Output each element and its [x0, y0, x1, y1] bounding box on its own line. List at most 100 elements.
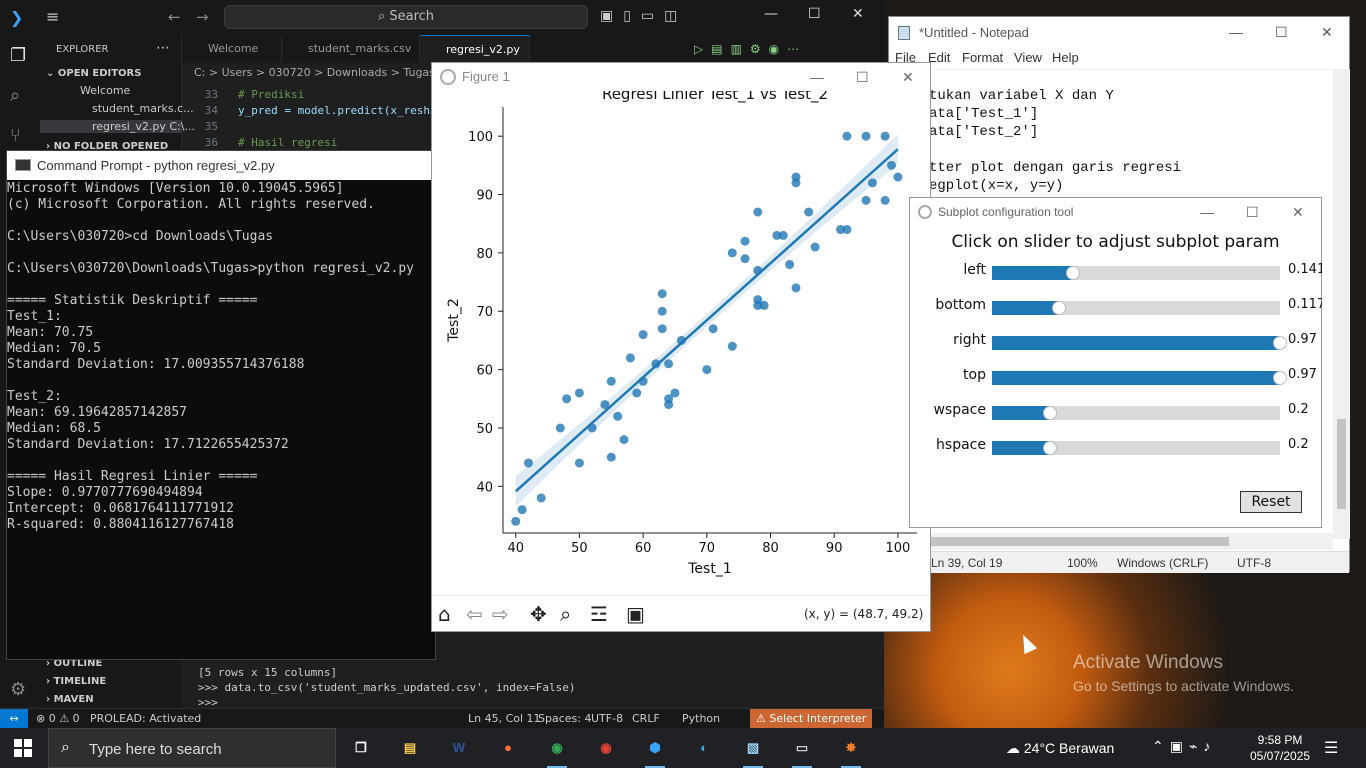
menu-icon[interactable]: ≡	[46, 7, 60, 26]
notepad-icon[interactable]: ▧	[740, 736, 766, 768]
end-of-line[interactable]: CRLF	[632, 712, 660, 725]
taskbar-search-box[interactable]: ⌕ Type here to search	[48, 728, 336, 768]
prolead-status[interactable]: PROLEAD: Activated	[90, 712, 202, 725]
data-point	[727, 341, 737, 351]
notepad-horizontal-scrollbar[interactable]	[889, 533, 1333, 550]
task-view-icon[interactable]: ❐	[355, 740, 367, 755]
slider-handle[interactable]	[1052, 301, 1067, 315]
maximize-button[interactable]: ☐	[808, 6, 821, 22]
scroll-thumb[interactable]	[929, 537, 1229, 546]
clock[interactable]: 9:58 PM 05/07/2025	[1250, 732, 1310, 764]
tab-welcome[interactable]: Welcome	[182, 35, 282, 63]
open-file-student-marks[interactable]: student_marks.c...	[92, 102, 194, 115]
menu-format[interactable]: Format	[962, 50, 1004, 65]
command-search-input[interactable]: ⌕ Search	[224, 5, 588, 29]
configure-icon[interactable]: ☲	[590, 602, 608, 626]
wspace-slider[interactable]	[992, 406, 1280, 420]
code-editor[interactable]: 33 # Prediksi 34 y_pred = model.predict(x_…	[182, 86, 442, 150]
right-slider[interactable]	[992, 336, 1287, 350]
notification-icon[interactable]: ☰	[1324, 740, 1339, 757]
cmd-output[interactable]: Microsoft Windows [Version 10.0.19045.59…	[7, 181, 437, 533]
notepad-maximize-button[interactable]: ☐	[1275, 24, 1288, 40]
word-icon[interactable]: W	[452, 740, 466, 755]
menu-file[interactable]: File	[895, 50, 916, 65]
chrome-icon[interactable]: ◉	[544, 736, 570, 768]
open-editors-section[interactable]: ⌄ OPEN EDITORS	[46, 68, 142, 79]
breadcrumb[interactable]: C: > Users > 030720 > Downloads > Tugas …	[194, 66, 460, 79]
open-file-welcome[interactable]: Welcome	[80, 84, 131, 97]
subplot-close-button[interactable]: ✕	[1292, 204, 1304, 220]
notepad-close-button[interactable]: ✕	[1321, 24, 1333, 40]
firefox-icon[interactable]: ●	[504, 740, 512, 755]
command-prompt-icon[interactable]: ▭	[789, 736, 815, 768]
cmd-titlebar[interactable]: Command Prompt - python regresi_v2.py	[7, 151, 435, 180]
scatter-chart[interactable]: Regresi Linier Test_1 vs Test_2 40 50 60 70 8…	[432, 91, 930, 594]
slider-handle[interactable]	[1042, 406, 1057, 420]
remote-icon[interactable]: ↔	[0, 709, 28, 729]
slider-handle[interactable]	[1273, 371, 1287, 385]
outline-panel[interactable]: › OUTLINE	[46, 658, 103, 669]
forward-arrow-icon[interactable]: →	[196, 8, 209, 26]
maven-panel[interactable]: › MAVEN	[46, 694, 94, 705]
select-interpreter-button[interactable]: ⚠ Select Interpreter	[750, 709, 873, 729]
home-icon[interactable]: ⌂	[438, 602, 451, 626]
pan-icon[interactable]: ✥	[530, 602, 547, 626]
integrated-terminal[interactable]: [5 rows x 15 columns] >>> data.to_csv('s…	[182, 662, 884, 709]
hspace-slider[interactable]	[992, 441, 1280, 455]
notepad-text-area[interactable]: tukan variabel X dan Y ata['Test_1'] ata…	[889, 69, 1333, 539]
weather-widget[interactable]: ☁ 24°C Berawan	[1006, 740, 1115, 756]
figure-close-button[interactable]: ✕	[902, 69, 914, 85]
source-control-icon[interactable]: ⑂	[10, 125, 21, 146]
figure-maximize-button[interactable]: ☐	[856, 69, 869, 85]
vscode-icon[interactable]: ⬢	[642, 736, 668, 768]
close-button[interactable]: ✕	[852, 6, 864, 22]
notepad-minimize-button[interactable]: —	[1229, 24, 1243, 40]
run-toolbar-icons[interactable]: ▷▤▥⚙◉⋯	[694, 42, 808, 56]
menu-view[interactable]: View	[1014, 50, 1042, 65]
save-icon[interactable]: ▣	[626, 602, 645, 626]
forward-icon[interactable]: ⇨	[492, 602, 509, 626]
files-icon[interactable]: ❐	[10, 45, 27, 66]
figure-titlebar[interactable]: Figure 1 — ☐ ✕	[432, 63, 930, 91]
zoom-icon[interactable]: ⌕	[560, 602, 572, 626]
minimize-button[interactable]: —	[764, 6, 778, 22]
slider-handle[interactable]	[1066, 266, 1081, 280]
subplot-minimize-button[interactable]: —	[1200, 204, 1214, 220]
indent-spaces[interactable]: Spaces: 4	[538, 712, 592, 725]
edge-icon[interactable]: ◐	[700, 740, 708, 755]
tab-regresi[interactable]: regresi_v2.py	[420, 35, 530, 63]
top-slider[interactable]	[992, 371, 1287, 385]
slider-handle[interactable]	[1273, 336, 1287, 350]
file-encoding[interactable]: UTF-8	[591, 712, 624, 725]
bottom-slider[interactable]	[992, 301, 1280, 315]
menu-help[interactable]: Help	[1052, 50, 1079, 65]
back-arrow-icon[interactable]: ←	[168, 8, 181, 26]
tab-student-marks[interactable]: student_marks.csv	[282, 35, 420, 63]
file-explorer-icon[interactable]: ▤	[403, 740, 417, 755]
language-mode[interactable]: Python	[682, 712, 721, 725]
subplot-maximize-button[interactable]: ☐	[1246, 204, 1259, 220]
scroll-thumb[interactable]	[1337, 419, 1346, 509]
chrome-2-icon[interactable]: ◉	[600, 740, 612, 755]
open-file-regresi[interactable]: regresi_v2.py C:\...	[40, 120, 195, 133]
left-slider[interactable]	[992, 266, 1280, 280]
settings-gear-icon[interactable]: ⚙	[10, 679, 27, 700]
slider-handle[interactable]	[1042, 441, 1057, 455]
system-tray-icons[interactable]: ⌃▣⌁♪	[1152, 738, 1217, 754]
no-folder-section[interactable]: › NO FOLDER OPENED	[46, 141, 169, 152]
search-icon[interactable]: ⌕	[10, 85, 21, 106]
layout-toggle-icons[interactable]: ▣▯▭◫	[600, 8, 688, 24]
reset-button[interactable]: Reset	[1240, 491, 1302, 513]
notepad-titlebar[interactable]: *Untitled - Notepad — ☐ ✕	[889, 17, 1349, 48]
cursor-position[interactable]: Ln 45, Col 11	[468, 712, 541, 725]
problems-count[interactable]: ⊗ 0 ⚠ 0	[36, 712, 80, 725]
windows-start-icon[interactable]	[14, 739, 32, 757]
more-actions-icon[interactable]: ⋯	[156, 40, 170, 56]
notepad-vertical-scrollbar[interactable]	[1333, 69, 1350, 539]
matplotlib-icon[interactable]: ✸	[838, 736, 864, 768]
menu-edit[interactable]: Edit	[928, 50, 951, 65]
figure-minimize-button[interactable]: —	[810, 69, 824, 85]
back-icon[interactable]: ⇦	[466, 602, 483, 626]
subplot-tool-titlebar[interactable]: Subplot configuration tool — ☐ ✕	[910, 198, 1321, 226]
timeline-panel[interactable]: › TIMELINE	[46, 676, 107, 687]
